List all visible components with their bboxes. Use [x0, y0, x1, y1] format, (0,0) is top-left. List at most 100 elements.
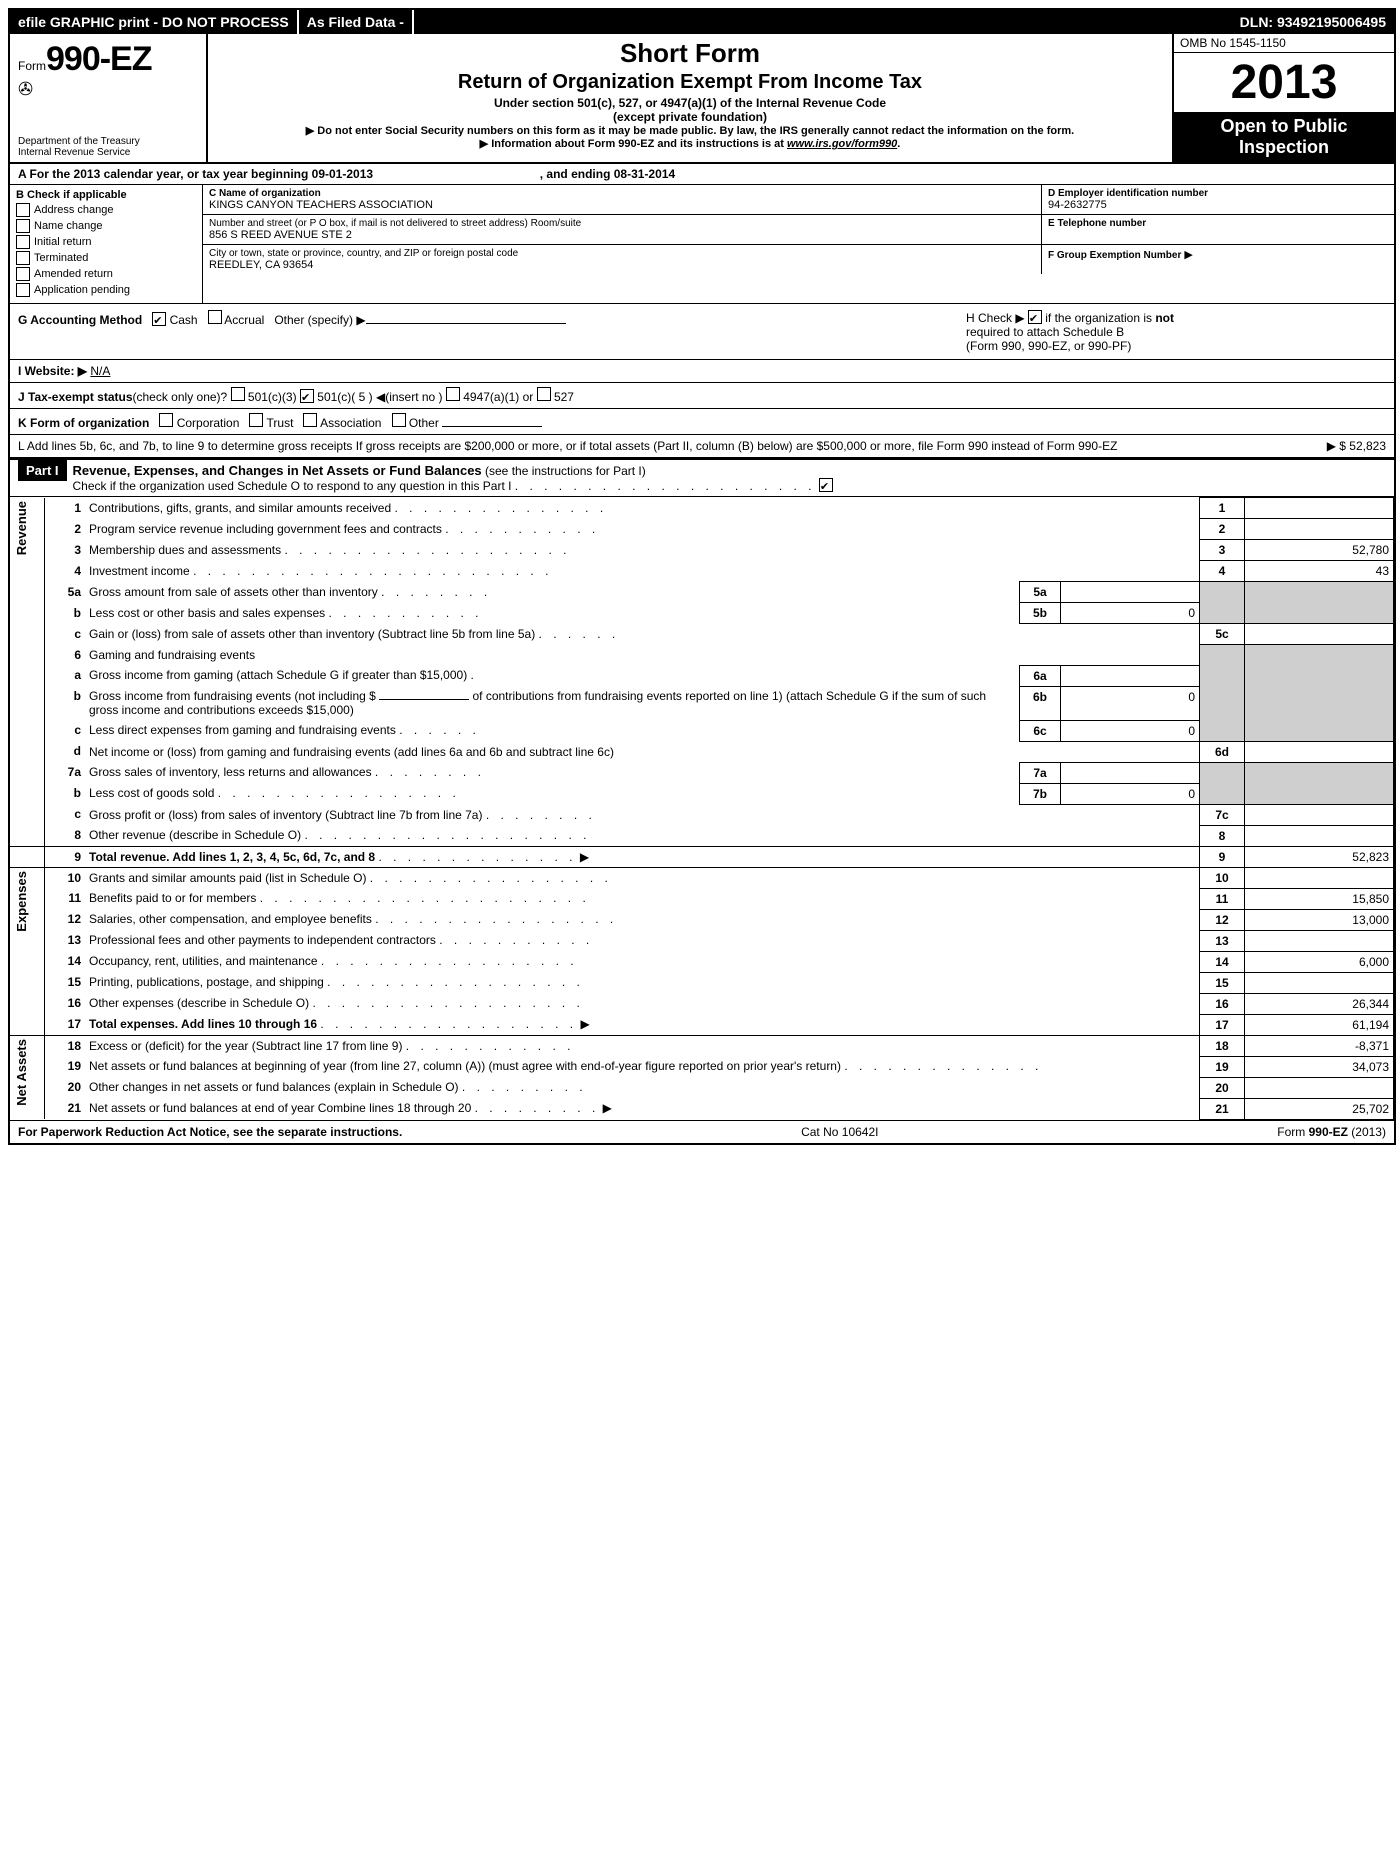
line-h: H Check ▶ if the organization is not req… — [966, 310, 1386, 353]
chk-schedule-o-used[interactable] — [819, 478, 833, 492]
chk-address-change[interactable] — [16, 203, 30, 217]
ln6b-mamt: 0 — [1061, 686, 1200, 720]
ln12-desc: Salaries, other compensation, and employ… — [89, 912, 372, 926]
g-label: G Accounting Method — [18, 313, 142, 327]
h-mid: if the organization is — [1045, 311, 1155, 325]
form-number: Form990-EZ — [18, 59, 152, 73]
except-subtitle: (except private foundation) — [216, 110, 1164, 124]
paperwork-notice: For Paperwork Reduction Act Notice, see … — [18, 1125, 402, 1139]
ln16-box: 16 — [1200, 993, 1245, 1014]
chk-name-change[interactable] — [16, 219, 30, 233]
ln15-box: 15 — [1200, 972, 1245, 993]
ln10-no: 10 — [45, 867, 86, 888]
chk-application-pending[interactable] — [16, 283, 30, 297]
ln18-amt: -8,371 — [1245, 1035, 1394, 1056]
ln3-desc: Membership dues and assessments — [89, 543, 281, 557]
ln6a-mini: 6a — [1020, 665, 1061, 686]
line-a-end: , and ending 08-31-2014 — [540, 167, 675, 181]
chk-501c3[interactable] — [231, 387, 245, 401]
l-amount: ▶ $ 52,823 — [1246, 439, 1386, 453]
ln11-no: 11 — [45, 888, 86, 909]
ln6c-mini: 6c — [1020, 720, 1061, 741]
ln6-no: 6 — [45, 645, 86, 666]
part-i-checknote: Check if the organization used Schedule … — [73, 479, 512, 493]
lbl-name-change: Name change — [34, 220, 103, 232]
ln8-no: 8 — [45, 825, 86, 846]
cat-no: Cat No 10642I — [801, 1125, 878, 1139]
chk-other-org[interactable] — [392, 413, 406, 427]
chk-4947[interactable] — [446, 387, 460, 401]
ln6a-desc: Gross income from gaming (attach Schedul… — [89, 668, 467, 682]
ln5b-mini: 5b — [1020, 603, 1061, 624]
chk-corporation[interactable] — [159, 413, 173, 427]
chk-accrual[interactable] — [208, 310, 222, 324]
chk-initial-return[interactable] — [16, 235, 30, 249]
chk-schedule-b-not-required[interactable] — [1028, 310, 1042, 324]
chk-amended-return[interactable] — [16, 267, 30, 281]
ln7a-mini: 7a — [1020, 762, 1061, 783]
lbl-address-change: Address change — [34, 204, 114, 216]
ln1-box: 1 — [1200, 498, 1245, 519]
l-text: L Add lines 5b, 6c, and 7b, to line 9 to… — [18, 439, 1246, 453]
chk-501c[interactable] — [300, 389, 314, 403]
ln10-amt — [1245, 867, 1394, 888]
ln13-amt — [1245, 930, 1394, 951]
chk-terminated[interactable] — [16, 251, 30, 265]
dept-irs: Internal Revenue Service — [18, 147, 198, 158]
e-phone-label: E Telephone number — [1048, 218, 1388, 229]
return-title: Return of Organization Exempt From Incom… — [216, 71, 1164, 94]
ln18-desc: Excess or (deficit) for the year (Subtra… — [89, 1039, 402, 1053]
omb-number: OMB No 1545-1150 — [1174, 34, 1394, 53]
ln6d-box: 6d — [1200, 741, 1245, 762]
ln13-no: 13 — [45, 930, 86, 951]
chk-527[interactable] — [537, 387, 551, 401]
ln6a-no: a — [45, 665, 86, 686]
ln20-box: 20 — [1200, 1077, 1245, 1098]
lbl-corporation: Corporation — [177, 416, 240, 430]
ln5c-no: c — [45, 624, 86, 645]
d-ein-label: D Employer identification number — [1048, 188, 1388, 199]
ln16-desc: Other expenses (describe in Schedule O) — [89, 996, 309, 1010]
ln9-amt: 52,823 — [1245, 846, 1394, 867]
ln1-amt — [1245, 498, 1394, 519]
ln5c-amt — [1245, 624, 1394, 645]
lbl-cash: Cash — [170, 313, 198, 327]
ln2-no: 2 — [45, 519, 86, 540]
line-k-org-form: K Form of organization Corporation Trust… — [10, 409, 1394, 435]
chk-cash[interactable] — [152, 312, 166, 326]
ln1-no: 1 — [45, 498, 86, 519]
ln6a-mamt — [1061, 665, 1200, 686]
chk-trust[interactable] — [249, 413, 263, 427]
page-footer: For Paperwork Reduction Act Notice, see … — [10, 1120, 1394, 1143]
ln6b-mini: 6b — [1020, 686, 1061, 720]
ln9-desc: Total revenue. Add lines 1, 2, 3, 4, 5c,… — [89, 850, 375, 864]
ln8-amt — [1245, 825, 1394, 846]
ln6b-blank[interactable] — [379, 699, 469, 700]
ln17-no: 17 — [45, 1014, 86, 1035]
irs-link[interactable]: www.irs.gov/form990 — [787, 138, 897, 150]
ln21-box: 21 — [1200, 1098, 1245, 1119]
ln6d-no: d — [45, 741, 86, 762]
open-to-public: Open to Public Inspection — [1174, 112, 1394, 162]
lbl-association: Association — [320, 416, 381, 430]
ln11-box: 11 — [1200, 888, 1245, 909]
i-label: I Website: ▶ — [18, 364, 87, 378]
ln12-amt: 13,000 — [1245, 909, 1394, 930]
other-method-input[interactable] — [366, 323, 566, 324]
city-value: REEDLEY, CA 93654 — [209, 259, 1035, 271]
ln5a-mini: 5a — [1020, 582, 1061, 603]
line-a-begin: A For the 2013 calendar year, or tax yea… — [18, 167, 373, 181]
j-paren: (check only one)? — [133, 390, 228, 404]
part-i-title: Revenue, Expenses, and Changes in Net As… — [73, 463, 482, 478]
other-org-input[interactable] — [442, 426, 542, 427]
chk-association[interactable] — [303, 413, 317, 427]
ln15-no: 15 — [45, 972, 86, 993]
lbl-527: 527 — [554, 390, 574, 404]
ln16-amt: 26,344 — [1245, 993, 1394, 1014]
org-name: KINGS CANYON TEACHERS ASSOCIATION — [209, 199, 1035, 211]
ln20-no: 20 — [45, 1077, 86, 1098]
irs-eagle-icon: ✇ — [18, 79, 198, 100]
j-label: J Tax-exempt status — [18, 390, 133, 404]
form-prefix: Form — [18, 59, 46, 73]
lbl-accrual: Accrual — [224, 313, 264, 327]
